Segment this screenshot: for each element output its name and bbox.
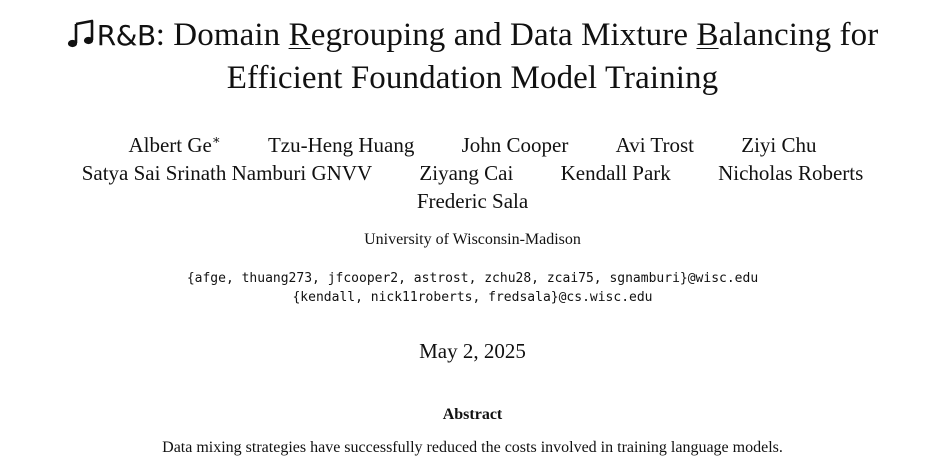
abstract-heading: Abstract bbox=[442, 406, 503, 423]
title-segment-3: alancing for bbox=[718, 17, 879, 53]
author-name-text: Albert Ge bbox=[128, 133, 212, 157]
affiliation: University of Wisconsin-Madison bbox=[364, 231, 581, 248]
email-block: {afge, thuang273, jfcooper2, astrost, zc… bbox=[0, 269, 945, 307]
author-row-3: Frederic Sala bbox=[0, 187, 945, 215]
title-segment-1: : Domain bbox=[155, 17, 289, 53]
author-name: Kendall Park bbox=[560, 161, 671, 185]
author-name: Tzu-Heng Huang bbox=[267, 133, 415, 157]
author-name: Avi Trost bbox=[615, 133, 694, 157]
title-line-2: Efficient Foundation Model Training bbox=[226, 60, 719, 96]
music-note-icon bbox=[67, 19, 93, 48]
publication-date: May 2, 2025 bbox=[419, 339, 526, 363]
author-name: Ziyang Cai bbox=[419, 161, 514, 185]
email-line-1: {afge, thuang273, jfcooper2, astrost, zc… bbox=[186, 271, 759, 286]
author-name: Albert Ge∗ bbox=[128, 126, 220, 159]
title-line-1: R&B: Domain Regrouping and Data Mixture … bbox=[0, 14, 945, 57]
author-row-1: Albert Ge∗ Tzu-Heng Huang John Cooper Av… bbox=[0, 126, 945, 159]
author-name: Nicholas Roberts bbox=[718, 161, 864, 185]
title-brand: R&B bbox=[96, 19, 157, 52]
title-segment-2: egrouping and Data Mixture bbox=[310, 17, 697, 53]
email-line-2: {kendall, nick11roberts, fredsala}@cs.wi… bbox=[292, 290, 653, 305]
author-name: Frederic Sala bbox=[416, 189, 529, 213]
paper-title: R&B: Domain Regrouping and Data Mixture … bbox=[0, 14, 945, 99]
title-underlined-b: B bbox=[696, 17, 719, 53]
author-name: John Cooper bbox=[461, 133, 569, 157]
author-name: Ziyi Chu bbox=[741, 133, 817, 157]
first-author-mark: ∗ bbox=[211, 132, 221, 147]
author-name: Satya Sai Srinath Namburi GNVV bbox=[81, 161, 373, 185]
author-list: Albert Ge∗ Tzu-Heng Huang John Cooper Av… bbox=[0, 126, 945, 215]
author-row-2: Satya Sai Srinath Namburi GNVV Ziyang Ca… bbox=[0, 159, 945, 187]
abstract-text: Data mixing strategies have successfully… bbox=[162, 439, 783, 456]
title-underlined-r: R bbox=[288, 17, 311, 53]
